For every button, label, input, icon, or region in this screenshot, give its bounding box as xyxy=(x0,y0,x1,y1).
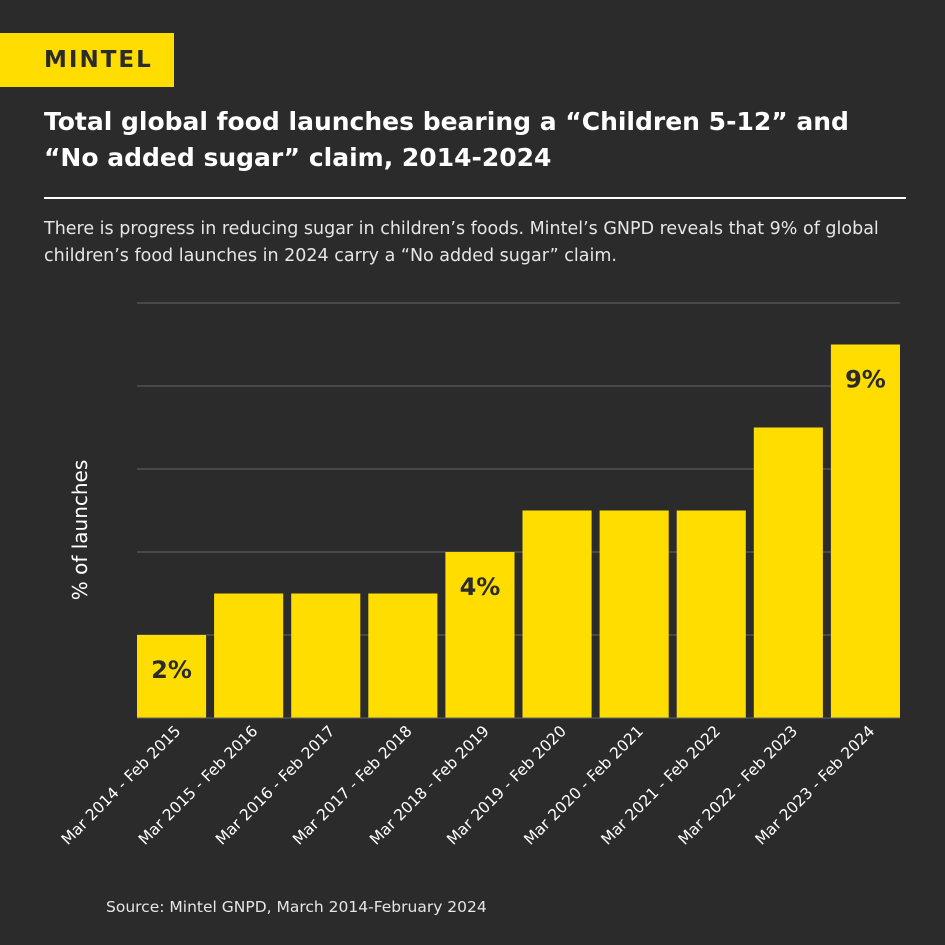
bar xyxy=(830,344,900,718)
data-label: 9% xyxy=(845,366,886,394)
chart-title: Total global food launches bearing a “Ch… xyxy=(44,107,849,172)
bar xyxy=(599,510,669,718)
bar xyxy=(676,510,746,718)
bar xyxy=(753,427,823,718)
bar xyxy=(214,593,284,718)
bar xyxy=(137,635,207,718)
source-note: Source: Mintel GNPD, March 2014-February… xyxy=(106,898,487,916)
bar xyxy=(291,593,361,718)
chart-subtitle: There is progress in reducing sugar in c… xyxy=(44,219,879,266)
bar xyxy=(368,593,438,718)
mintel-logo: MINTEL xyxy=(0,33,174,87)
bar xyxy=(522,510,592,718)
divider xyxy=(44,197,906,199)
logo-text: MINTEL xyxy=(44,47,153,73)
y-axis-label: % of launches xyxy=(68,459,92,601)
data-label: 4% xyxy=(460,573,501,601)
data-label: 2% xyxy=(151,656,192,684)
bar xyxy=(445,552,515,718)
